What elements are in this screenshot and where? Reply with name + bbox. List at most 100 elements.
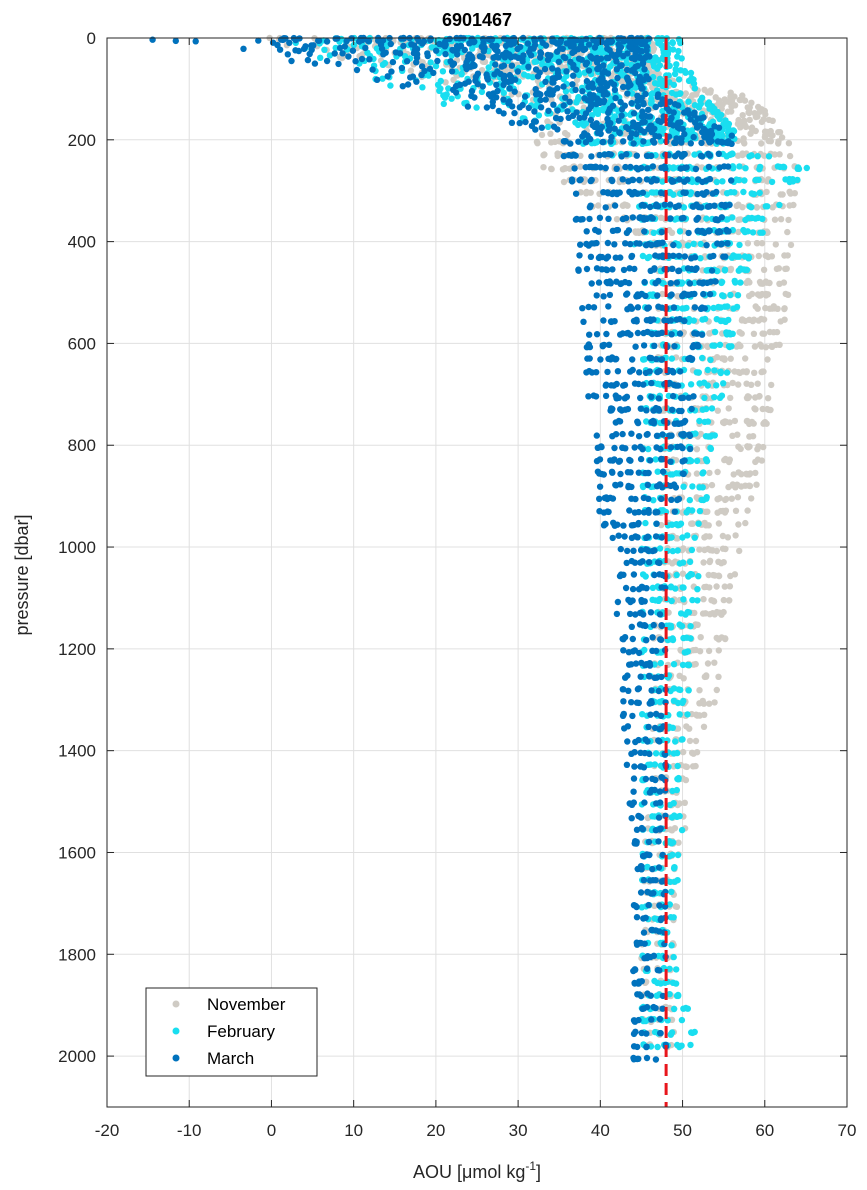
data-point bbox=[624, 672, 631, 679]
data-point bbox=[605, 303, 612, 310]
data-point bbox=[335, 60, 342, 68]
data-point bbox=[704, 366, 711, 374]
data-point bbox=[595, 228, 602, 235]
data-point bbox=[604, 253, 612, 260]
data-point bbox=[668, 331, 675, 338]
data-point bbox=[669, 265, 676, 272]
data-point bbox=[331, 50, 338, 57]
data-point bbox=[624, 290, 631, 297]
data-point bbox=[597, 55, 605, 62]
data-point bbox=[373, 45, 381, 52]
data-point bbox=[657, 445, 664, 453]
data-point bbox=[619, 176, 626, 183]
data-point bbox=[694, 621, 701, 628]
data-point bbox=[427, 35, 434, 42]
data-point bbox=[525, 104, 532, 112]
data-point bbox=[679, 736, 686, 743]
data-point bbox=[628, 67, 635, 74]
data-point bbox=[803, 164, 810, 172]
data-point bbox=[651, 724, 659, 732]
data-point bbox=[727, 394, 734, 402]
data-point bbox=[705, 433, 712, 440]
data-point bbox=[633, 826, 641, 833]
data-point bbox=[769, 204, 776, 211]
data-point bbox=[538, 124, 545, 131]
data-point bbox=[760, 266, 768, 273]
data-point bbox=[762, 111, 769, 118]
data-point bbox=[623, 60, 630, 67]
data-point bbox=[731, 571, 739, 578]
data-point bbox=[524, 40, 531, 47]
data-point bbox=[639, 1005, 646, 1012]
data-point bbox=[659, 107, 666, 115]
data-point bbox=[742, 519, 749, 527]
data-point bbox=[604, 45, 611, 52]
data-point bbox=[642, 519, 649, 527]
data-point bbox=[630, 547, 637, 554]
data-point bbox=[489, 98, 496, 106]
data-point bbox=[758, 240, 766, 247]
data-point bbox=[591, 123, 598, 131]
data-point bbox=[729, 150, 736, 158]
data-point bbox=[706, 227, 713, 234]
data-point bbox=[735, 381, 742, 388]
data-point bbox=[635, 649, 643, 657]
data-point bbox=[643, 176, 651, 183]
data-point bbox=[673, 279, 680, 286]
data-point bbox=[720, 380, 727, 387]
data-point bbox=[723, 369, 731, 376]
data-point bbox=[689, 520, 696, 527]
data-point bbox=[576, 177, 583, 184]
data-point bbox=[668, 597, 675, 605]
data-point bbox=[652, 750, 660, 757]
data-point bbox=[628, 253, 635, 260]
data-point bbox=[686, 110, 693, 118]
data-point bbox=[530, 45, 537, 52]
data-point bbox=[564, 131, 571, 139]
data-point bbox=[704, 382, 711, 389]
data-point bbox=[633, 914, 641, 921]
data-point bbox=[753, 481, 760, 488]
data-point bbox=[659, 456, 666, 463]
data-point bbox=[685, 609, 693, 616]
data-point bbox=[549, 91, 556, 98]
data-point bbox=[465, 78, 472, 85]
data-point bbox=[767, 127, 774, 135]
data-point bbox=[427, 59, 434, 66]
data-point bbox=[637, 763, 644, 770]
data-point bbox=[442, 50, 449, 58]
data-point bbox=[736, 547, 743, 555]
data-point bbox=[681, 457, 688, 464]
data-point bbox=[276, 46, 284, 53]
data-point bbox=[755, 252, 762, 260]
data-point bbox=[715, 636, 722, 643]
data-point bbox=[516, 119, 523, 127]
data-point bbox=[654, 1043, 661, 1051]
data-point bbox=[704, 101, 711, 108]
data-point bbox=[469, 45, 476, 52]
data-point bbox=[577, 241, 584, 248]
data-point bbox=[729, 432, 736, 439]
data-point bbox=[621, 634, 629, 641]
data-point bbox=[648, 926, 655, 934]
data-point bbox=[687, 445, 694, 452]
data-point bbox=[651, 342, 658, 349]
data-point bbox=[620, 686, 627, 693]
data-point bbox=[659, 253, 667, 261]
data-point bbox=[440, 100, 447, 108]
data-point bbox=[626, 610, 634, 618]
data-point bbox=[695, 369, 702, 376]
data-point bbox=[605, 127, 612, 134]
data-point bbox=[775, 138, 782, 145]
data-point bbox=[787, 241, 795, 249]
data-point bbox=[631, 509, 639, 516]
data-point bbox=[659, 851, 666, 859]
data-point bbox=[637, 455, 645, 463]
data-point bbox=[762, 129, 769, 136]
data-point bbox=[686, 496, 693, 504]
data-point bbox=[746, 482, 754, 490]
data-point bbox=[675, 102, 682, 109]
data-point bbox=[654, 368, 661, 376]
data-point bbox=[448, 95, 455, 102]
data-point bbox=[418, 71, 425, 79]
